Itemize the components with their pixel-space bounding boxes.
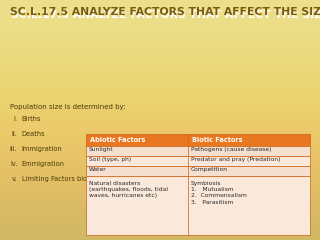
- Text: Deaths: Deaths: [22, 131, 45, 137]
- Text: Competition: Competition: [191, 167, 228, 172]
- Text: SC.L.17.5 ANALYZE FACTORS THAT AFFECT THE SIZE OF A POPULATION: SC.L.17.5 ANALYZE FACTORS THAT AFFECT TH…: [10, 7, 320, 17]
- Text: Symbiosis
1.   Mutualism
2.  Commensalism
3.   Parasitism: Symbiosis 1. Mutualism 2. Commensalism 3…: [191, 181, 247, 204]
- Text: Immigration: Immigration: [22, 146, 62, 152]
- Bar: [86, 134, 310, 146]
- Text: Predator and pray (Predation): Predator and pray (Predation): [191, 157, 280, 162]
- Text: iv.: iv.: [10, 161, 18, 167]
- Text: Population size is determined by:: Population size is determined by:: [10, 104, 125, 110]
- Text: ii.: ii.: [12, 131, 18, 137]
- Text: Births: Births: [22, 116, 41, 122]
- Bar: [86, 176, 310, 235]
- Text: v.: v.: [12, 176, 18, 182]
- Text: Sunlight: Sunlight: [89, 147, 114, 152]
- Text: Emmigration: Emmigration: [22, 161, 65, 167]
- Bar: [86, 146, 310, 156]
- Text: Soil (type, ph): Soil (type, ph): [89, 157, 131, 162]
- Text: Pathogens (cause disease): Pathogens (cause disease): [191, 147, 271, 152]
- Text: Limiting Factors biotics and abiotics: Limiting Factors biotics and abiotics: [22, 176, 141, 182]
- Bar: [86, 156, 310, 166]
- Text: SC.L.17.5 ANALYZE FACTORS THAT AFFECT THE SIZE OF A POPULATION: SC.L.17.5 ANALYZE FACTORS THAT AFFECT TH…: [11, 10, 320, 20]
- Bar: [86, 166, 310, 176]
- Text: Natural disasters
(earthquakes, floods, tidal
waves, hurricanes etc): Natural disasters (earthquakes, floods, …: [89, 181, 168, 198]
- Text: Water: Water: [89, 167, 107, 172]
- Text: iii.: iii.: [10, 146, 18, 152]
- Text: i.: i.: [14, 116, 18, 122]
- Text: Abiotic Factors: Abiotic Factors: [90, 137, 146, 143]
- Text: Biotic Factors: Biotic Factors: [192, 137, 243, 143]
